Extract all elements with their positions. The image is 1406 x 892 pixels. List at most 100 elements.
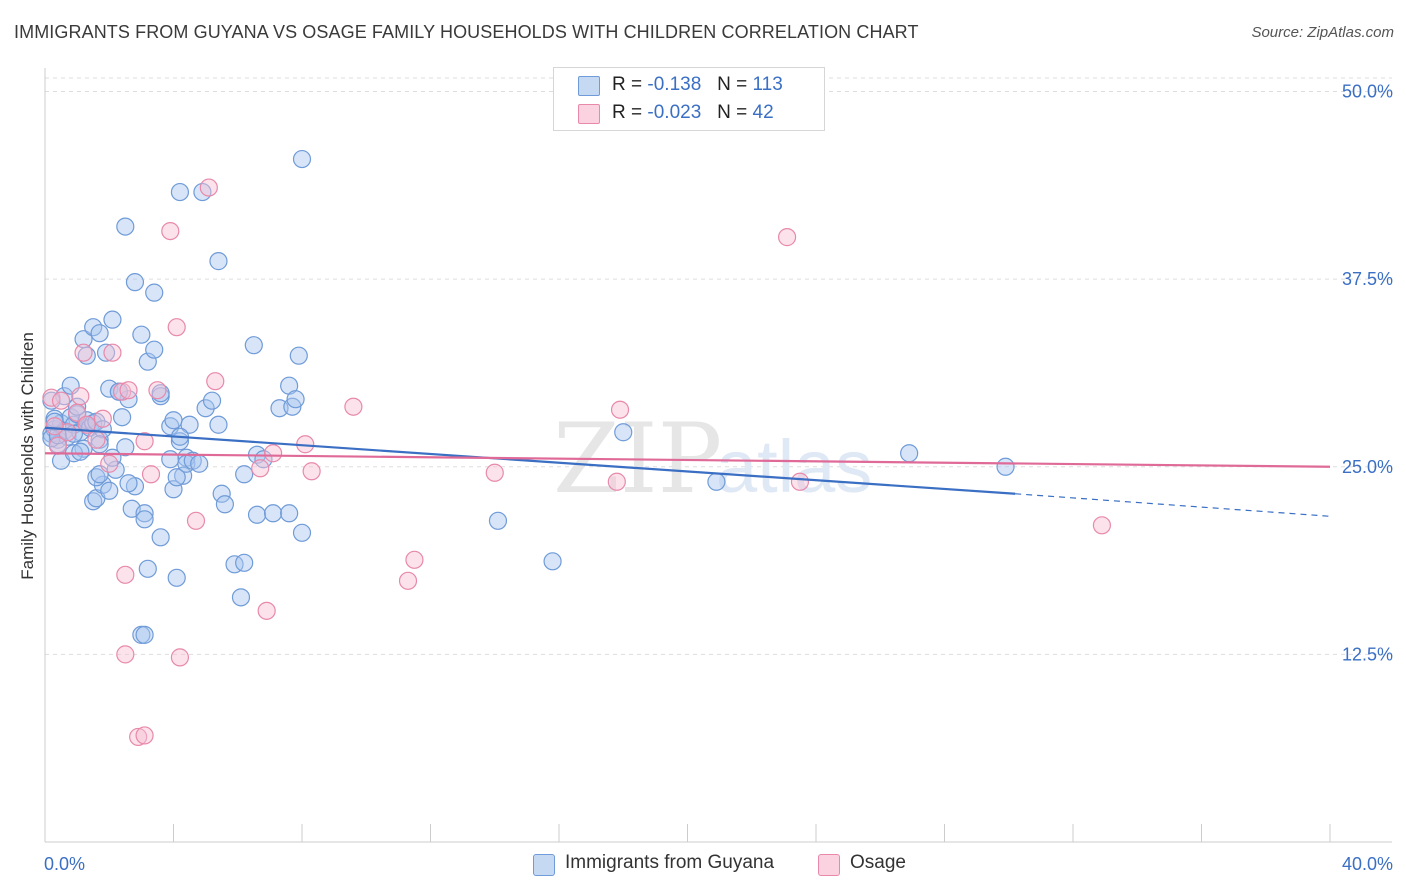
- data-point-guyana: [84, 492, 103, 511]
- data-point-osage: [302, 462, 321, 481]
- data-point-guyana: [215, 495, 234, 514]
- data-point-guyana: [209, 415, 228, 434]
- data-point-guyana: [900, 444, 919, 463]
- data-point-guyana: [614, 423, 633, 442]
- data-point-osage: [48, 436, 67, 455]
- data-point-guyana: [235, 465, 254, 484]
- legend-stats: R = -0.138 N = 113 R = -0.023 N = 42: [553, 67, 825, 131]
- data-point-osage: [405, 550, 424, 569]
- data-point-guyana: [135, 504, 154, 523]
- data-point-guyana: [289, 346, 308, 365]
- data-point-guyana: [235, 553, 254, 572]
- data-point-guyana: [202, 391, 222, 410]
- data-point-guyana: [161, 450, 180, 469]
- data-point-osage: [485, 463, 504, 482]
- data-point-guyana: [112, 408, 132, 427]
- data-point-osage: [167, 318, 186, 337]
- data-point-guyana: [100, 481, 119, 500]
- data-point-guyana: [132, 325, 151, 344]
- trend-line-osage: [44, 452, 1331, 468]
- data-point-osage: [161, 222, 180, 241]
- data-point-guyana: [190, 454, 209, 473]
- x-tick-label: 40.0%: [1342, 854, 1393, 874]
- data-point-osage: [199, 178, 218, 197]
- data-point-guyana: [87, 468, 106, 487]
- data-point-osage: [610, 400, 630, 419]
- y-tick-label: 50.0%: [1342, 82, 1393, 102]
- data-point-osage: [170, 648, 190, 667]
- data-point-guyana: [225, 555, 244, 574]
- data-point-guyana: [707, 472, 726, 491]
- data-point-guyana: [996, 457, 1015, 476]
- data-point-osage: [148, 381, 167, 400]
- data-point-guyana: [90, 324, 109, 343]
- data-point-osage: [116, 645, 135, 664]
- legend-swatch-osage: [818, 854, 840, 876]
- data-point-osage: [71, 387, 90, 406]
- data-point-osage: [93, 409, 112, 428]
- series-guyana-points: [42, 149, 1015, 644]
- legend-label-guyana: Immigrants from Guyana: [565, 852, 775, 873]
- data-point-osage: [129, 727, 148, 747]
- legend-r-value: -0.138: [647, 74, 702, 95]
- data-point-osage: [186, 511, 206, 530]
- data-point-guyana: [543, 552, 562, 571]
- data-point-osage: [119, 381, 138, 400]
- data-point-guyana: [244, 336, 263, 355]
- data-point-osage: [112, 382, 132, 401]
- data-point-osage: [77, 415, 96, 434]
- legend-swatch-guyana: [533, 854, 555, 876]
- data-point-guyana: [125, 273, 145, 292]
- data-point-osage: [141, 465, 161, 484]
- data-point-guyana: [145, 340, 164, 359]
- y-tick-label: 12.5%: [1342, 644, 1393, 664]
- data-point-guyana: [151, 384, 170, 403]
- data-point-guyana: [135, 625, 154, 644]
- watermark-atlas: atlas: [716, 425, 872, 508]
- data-point-osage: [135, 432, 154, 451]
- data-point-osage: [263, 444, 283, 463]
- legend-r-label: R =: [612, 102, 643, 123]
- data-point-osage: [103, 343, 122, 362]
- legend-n-label: N =: [717, 102, 748, 123]
- legend-n-value: 42: [752, 102, 774, 123]
- legend-n-value: 113: [752, 74, 783, 95]
- data-point-guyana: [164, 480, 183, 499]
- data-point-osage: [251, 459, 270, 478]
- data-point-guyana: [135, 510, 154, 529]
- data-point-guyana: [170, 182, 190, 202]
- data-point-osage: [74, 343, 93, 362]
- data-point-guyana: [96, 343, 116, 362]
- data-point-osage: [45, 417, 64, 436]
- tick-labels: 12.5% 25.0% 37.5% 50.0% 0.0% 40.0%: [44, 82, 1393, 874]
- data-point-guyana: [116, 438, 135, 457]
- y-tick-label: 37.5%: [1342, 269, 1393, 289]
- data-point-guyana: [231, 588, 251, 607]
- data-point-guyana: [180, 415, 199, 434]
- legend-r-value: -0.023: [647, 102, 702, 123]
- trend-line-guyana: [44, 426, 1016, 495]
- data-point-osage: [135, 726, 154, 745]
- legend-series: Immigrants from Guyana Osage: [0, 852, 1406, 878]
- data-point-guyana: [292, 149, 312, 169]
- data-point-guyana: [286, 390, 305, 409]
- data-point-guyana: [164, 411, 183, 430]
- legend-swatch-guyana: [578, 76, 600, 96]
- data-point-osage: [344, 397, 363, 416]
- x-tick-label: 0.0%: [44, 854, 85, 874]
- legend-label-osage: Osage: [850, 852, 906, 873]
- data-point-osage: [87, 430, 106, 449]
- data-point-osage: [206, 372, 225, 391]
- source-label: Source: ZipAtlas.com: [1251, 24, 1394, 41]
- data-point-osage: [398, 571, 418, 590]
- legend-n-label: N =: [717, 74, 748, 95]
- data-point-guyana: [103, 310, 122, 329]
- data-point-osage: [257, 601, 276, 620]
- data-point-guyana: [174, 466, 193, 485]
- trend-line-guyana-extension: [1015, 493, 1331, 517]
- data-point-osage: [790, 472, 810, 491]
- data-point-guyana: [196, 399, 215, 418]
- data-point-guyana: [167, 568, 186, 587]
- data-point-osage: [51, 391, 71, 410]
- data-point-guyana: [292, 523, 312, 542]
